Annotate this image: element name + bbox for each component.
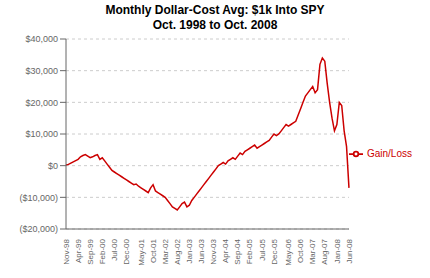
svg-text:$0: $0: [48, 161, 58, 171]
svg-text:Sep-99: Sep-99: [86, 238, 95, 264]
svg-text:Jan-08: Jan-08: [333, 238, 342, 263]
svg-text:Aug-02: Aug-02: [173, 238, 182, 264]
svg-text:$20,000: $20,000: [25, 98, 58, 108]
svg-text:Oct-01: Oct-01: [149, 238, 158, 263]
svg-text:Feb-00: Feb-00: [98, 238, 107, 264]
html-text:Oct. 1998 to Oct. 2008: Oct. 1998 to Oct. 2008: [152, 18, 278, 32]
svg-text:Jul-00: Jul-00: [110, 238, 119, 260]
svg-text:May-06: May-06: [284, 238, 293, 265]
svg-text:Aug-07: Aug-07: [320, 238, 329, 264]
svg-text:Jun-03: Jun-03: [197, 238, 206, 263]
svg-text:Dec-05: Dec-05: [270, 238, 279, 264]
svg-text:Sep-04: Sep-04: [233, 238, 242, 264]
svg-text:$10,000: $10,000: [25, 129, 58, 139]
svg-text:$30,000: $30,000: [25, 66, 58, 76]
svg-text:Nov-03: Nov-03: [209, 238, 218, 264]
svg-text:Dec-00: Dec-00: [122, 238, 131, 264]
svg-text:Mar-02: Mar-02: [161, 238, 170, 264]
svg-text:$40,000: $40,000: [25, 34, 58, 44]
svg-text:Apr-04: Apr-04: [221, 238, 230, 263]
svg-text:Nov-98: Nov-98: [62, 238, 71, 264]
svg-text:May-01: May-01: [137, 238, 146, 265]
svg-text:Jan-03: Jan-03: [185, 238, 194, 263]
html-text:Monthly Dollar-Cost Avg: $1k I: Monthly Dollar-Cost Avg: $1k Into SPY: [105, 3, 325, 17]
html-text:Gain/Loss: Gain/Loss: [367, 147, 412, 159]
svg-text:($10,000): ($10,000): [19, 193, 58, 203]
svg-text:Apr-99: Apr-99: [74, 238, 83, 263]
svg-text:Jul-05: Jul-05: [258, 238, 267, 260]
svg-text:Jun-08: Jun-08: [345, 238, 354, 263]
svg-text:Feb-05: Feb-05: [245, 238, 254, 264]
svg-text:Mar-07: Mar-07: [308, 238, 317, 264]
svg-text:($20,000): ($20,000): [19, 224, 58, 234]
svg-text:Oct-06: Oct-06: [296, 238, 305, 263]
